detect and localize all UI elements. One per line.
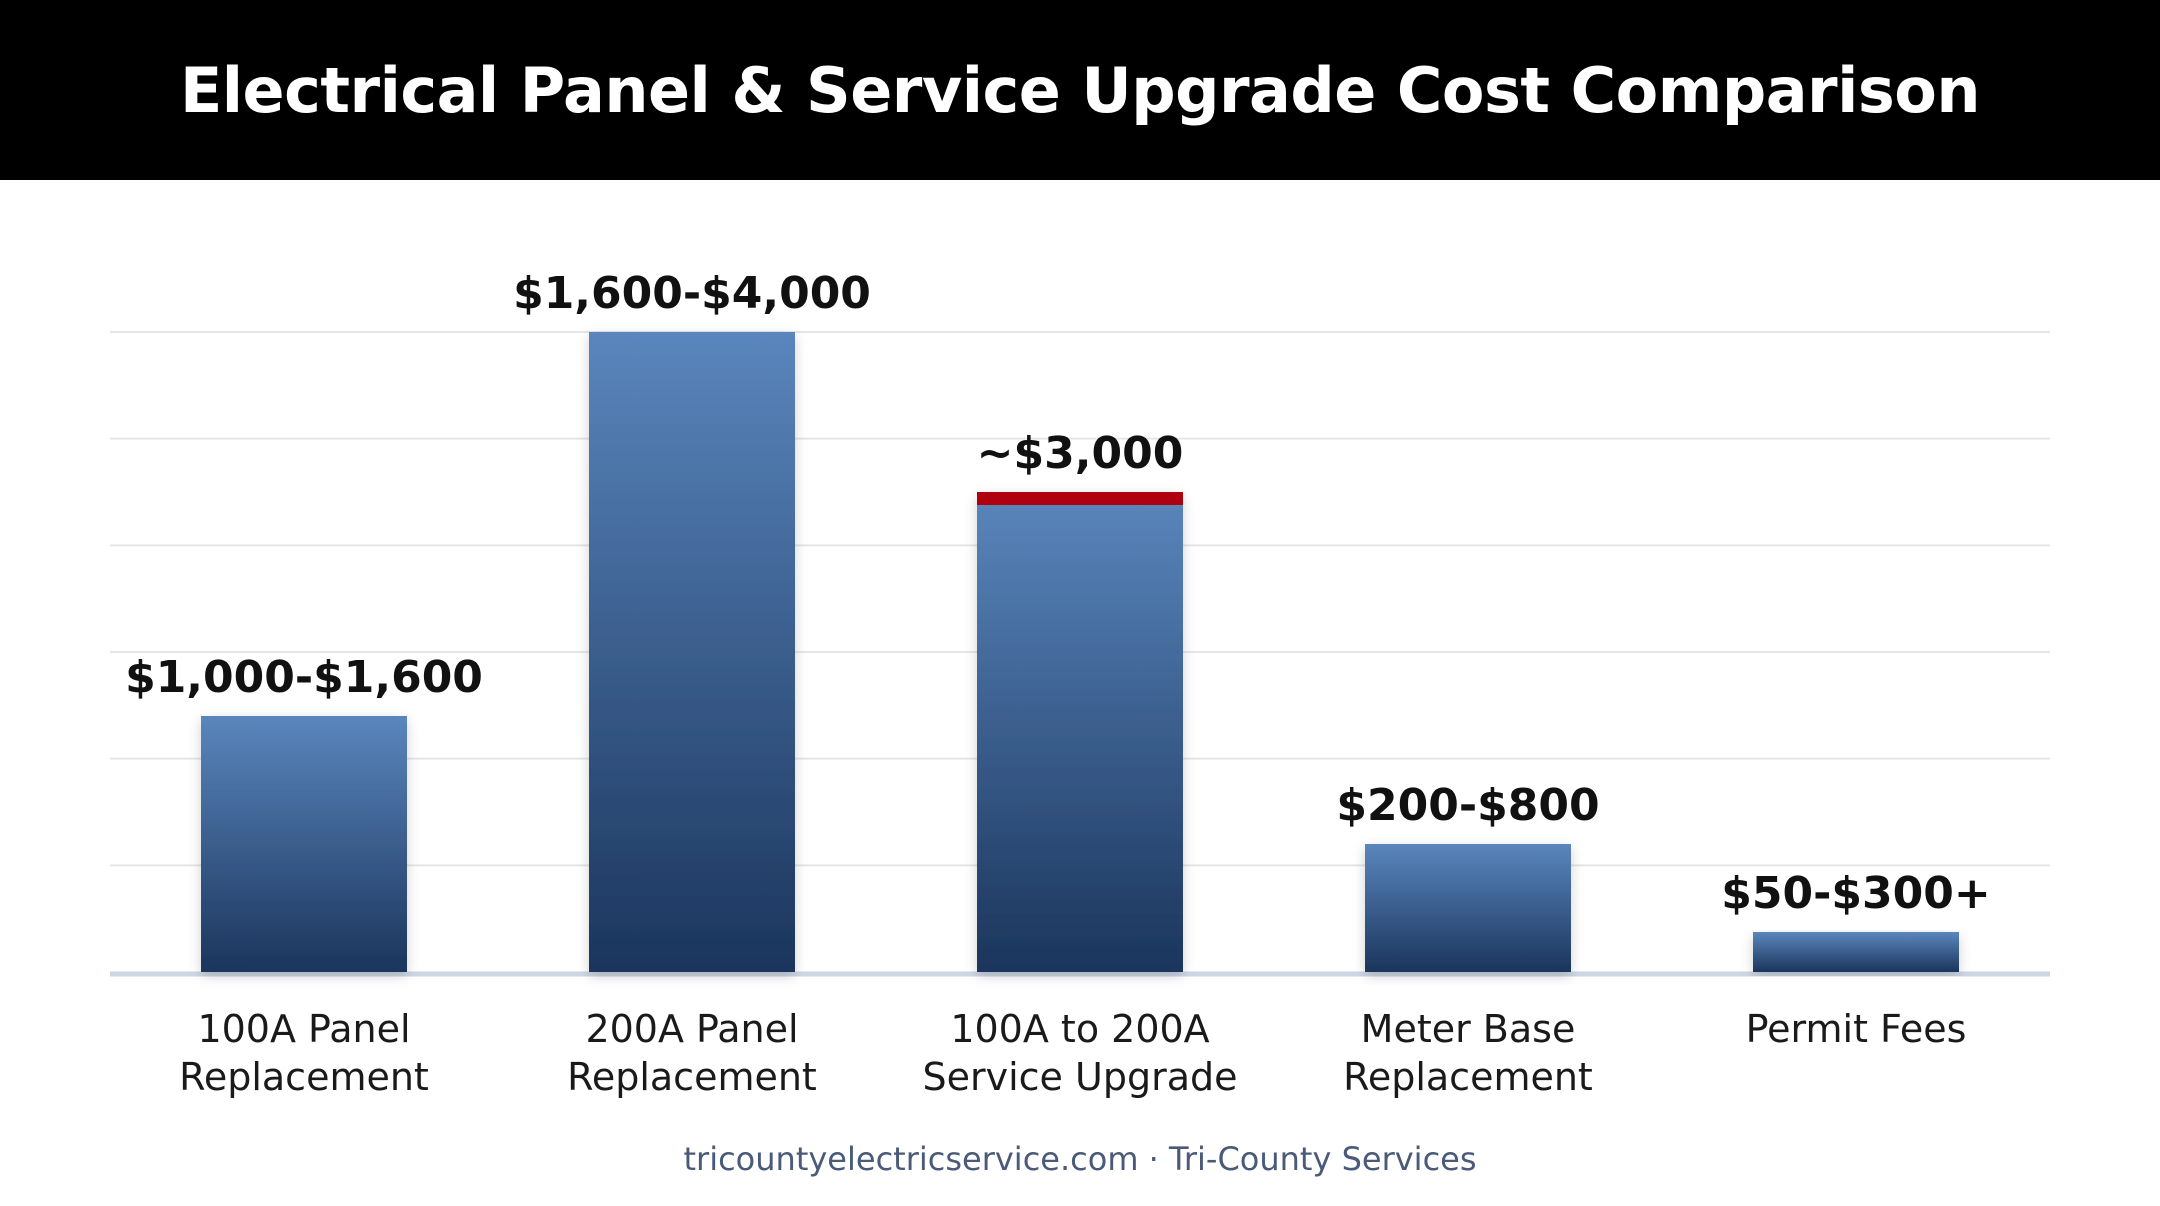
category-label-line: Replacement xyxy=(179,1055,429,1099)
category-label-line: 100A to 200A xyxy=(950,1007,1209,1051)
footer-source: tricountyelectricservice.com · Tri-Count… xyxy=(683,1140,1477,1178)
category-label-line: 100A Panel xyxy=(197,1007,410,1051)
category-label: Meter Base Replacement xyxy=(1343,1007,1593,1099)
data-labels: $1,000-$1,600 $1,600-$4,000 ~$3,000 $200-$8… xyxy=(125,268,1991,919)
bar-chart: $1,000-$1,600 $1,600-$4,000 ~$3,000 $200-$8… xyxy=(110,268,2050,1099)
bar xyxy=(1365,844,1571,972)
data-label: $1,000-$1,600 xyxy=(125,652,483,703)
gridlines xyxy=(110,331,2050,977)
bar-highlight-cap xyxy=(977,492,1183,505)
bars xyxy=(201,332,1959,972)
category-label-line: Replacement xyxy=(567,1055,817,1099)
data-label: $200-$800 xyxy=(1336,780,1599,831)
category-label-line: Permit Fees xyxy=(1746,1007,1967,1051)
bar xyxy=(977,492,1183,972)
chart-title: Electrical Panel & Service Upgrade Cost … xyxy=(179,53,1981,127)
data-label: $50-$300+ xyxy=(1721,868,1990,919)
data-label: ~$3,000 xyxy=(977,428,1184,479)
category-label: 100A Panel Replacement xyxy=(179,1007,429,1099)
category-label-line: Service Upgrade xyxy=(923,1055,1238,1099)
bar xyxy=(201,716,407,972)
data-label: $1,600-$4,000 xyxy=(513,268,871,319)
bar xyxy=(1753,932,1959,972)
category-label: 100A to 200A Service Upgrade xyxy=(923,1007,1238,1099)
title-bar: Electrical Panel & Service Upgrade Cost … xyxy=(0,0,2160,180)
category-label: Permit Fees xyxy=(1746,1007,1967,1051)
category-label-line: 200A Panel xyxy=(585,1007,798,1051)
bar xyxy=(589,332,795,972)
category-label: 200A Panel Replacement xyxy=(567,1007,817,1099)
category-label-line: Meter Base xyxy=(1361,1007,1576,1051)
category-label-line: Replacement xyxy=(1343,1055,1593,1099)
